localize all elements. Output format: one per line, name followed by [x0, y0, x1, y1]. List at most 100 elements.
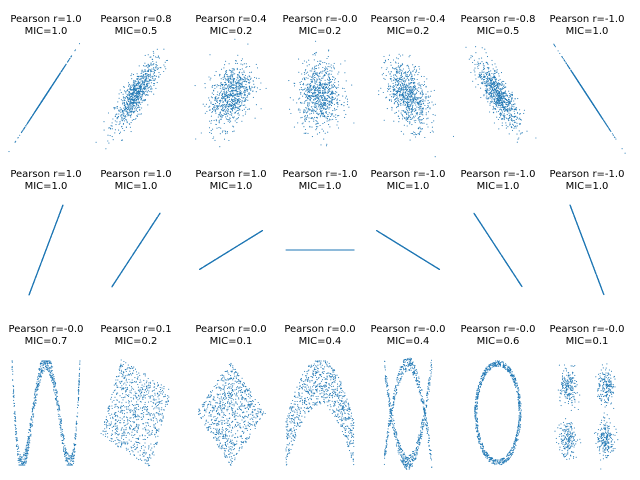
data-point	[493, 86, 495, 88]
data-point	[414, 108, 416, 110]
data-point	[105, 148, 107, 150]
data-point	[523, 109, 525, 111]
data-point	[139, 108, 141, 110]
data-point	[488, 74, 490, 76]
data-point	[249, 71, 251, 73]
data-point	[334, 93, 336, 95]
data-point	[224, 74, 226, 76]
data-point	[133, 111, 135, 113]
data-point	[506, 99, 508, 102]
data-point	[406, 74, 408, 76]
data-point	[130, 116, 132, 118]
data-point	[317, 126, 319, 128]
data-point	[25, 125, 27, 127]
data-point	[225, 106, 227, 108]
data-point	[395, 84, 397, 86]
data-point	[258, 77, 260, 79]
data-point	[325, 99, 327, 101]
data-point	[136, 93, 138, 95]
data-point	[409, 101, 411, 103]
data-point	[223, 110, 225, 112]
data-point	[133, 87, 135, 89]
data-point	[412, 88, 414, 90]
data-point	[309, 99, 311, 101]
data-point	[516, 125, 518, 127]
data-point	[493, 93, 495, 96]
data-point	[324, 89, 326, 91]
data-point	[476, 63, 478, 65]
data-point	[417, 118, 419, 120]
data-point	[312, 102, 314, 104]
data-point	[239, 79, 241, 81]
data-point	[232, 74, 234, 76]
data-point	[133, 93, 135, 95]
data-point	[329, 103, 331, 105]
data-point	[475, 86, 477, 88]
data-point	[425, 93, 427, 95]
data-point	[325, 117, 327, 119]
data-point	[475, 78, 477, 80]
data-point	[477, 66, 479, 68]
data-point	[147, 74, 149, 76]
data-point	[479, 76, 481, 78]
data-point	[141, 82, 143, 84]
data-point	[301, 73, 303, 75]
data-point	[330, 115, 332, 118]
data-point	[498, 95, 500, 97]
data-point	[412, 131, 415, 133]
data-point	[328, 97, 331, 99]
data-point	[148, 83, 150, 85]
data-point	[509, 124, 511, 126]
data-point	[138, 95, 141, 97]
data-point	[157, 56, 159, 58]
data-point	[331, 95, 333, 97]
data-point	[481, 47, 483, 49]
data-point	[240, 79, 242, 81]
data-point	[515, 125, 517, 127]
data-point	[510, 126, 512, 128]
data-point	[158, 76, 160, 78]
data-point	[317, 96, 319, 98]
data-point	[236, 87, 238, 89]
data-point	[495, 93, 497, 95]
data-point	[121, 111, 123, 113]
data-point	[402, 83, 404, 85]
data-point	[232, 81, 234, 83]
data-point	[306, 61, 308, 63]
data-point	[328, 120, 330, 122]
data-point	[489, 93, 491, 95]
data-point	[222, 105, 224, 107]
data-point	[314, 68, 316, 70]
data-point	[339, 99, 341, 102]
data-point	[492, 88, 494, 90]
data-point	[214, 99, 216, 101]
data-point	[235, 62, 237, 64]
data-point	[495, 71, 497, 73]
data-point	[496, 111, 498, 113]
data-point	[318, 97, 320, 99]
data-point	[317, 94, 319, 96]
data-point	[216, 127, 218, 129]
data-point	[120, 92, 122, 94]
data-point	[74, 50, 76, 52]
data-point	[319, 72, 321, 74]
data-point	[235, 60, 238, 62]
data-point	[407, 113, 409, 115]
data-point	[401, 98, 403, 100]
data-point	[231, 99, 233, 101]
data-point	[503, 106, 505, 108]
data-point	[153, 93, 155, 95]
data-point	[304, 110, 306, 112]
data-point	[346, 104, 348, 106]
data-point	[221, 94, 223, 96]
data-point	[499, 115, 502, 117]
data-point	[420, 103, 422, 105]
data-point	[227, 94, 229, 96]
data-point	[208, 127, 211, 129]
data-point	[226, 111, 229, 113]
data-point	[214, 139, 216, 141]
data-point	[497, 106, 499, 108]
data-point	[411, 93, 413, 95]
data-point	[232, 105, 235, 108]
